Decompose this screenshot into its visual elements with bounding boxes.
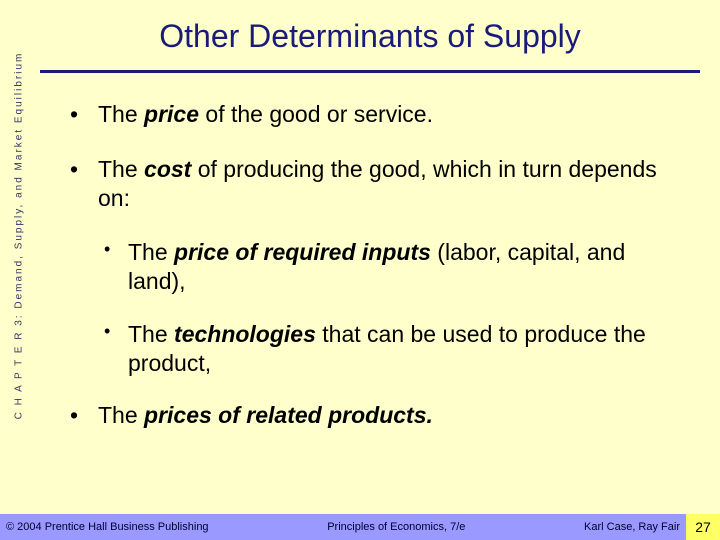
slide-content: The price of the good or service. The co… [70, 100, 680, 456]
footer-copyright: © 2004 Prentice Hall Business Publishing [0, 521, 209, 533]
bullet-cost: The cost of producing the good, which in… [70, 155, 680, 213]
title-rule [40, 70, 700, 73]
text-prefix: The [98, 402, 144, 428]
page-number: 27 [686, 514, 720, 540]
text-prefix: The [128, 321, 174, 347]
chapter-label: C H A P T E R 3: Demand, Supply, and Mar… [14, 51, 25, 419]
bullet-related-products: The prices of related products. [70, 401, 680, 430]
text-prefix: The [98, 156, 144, 182]
text-bold: price [144, 101, 199, 127]
footer-book-title: Principles of Economics, 7/e [209, 521, 584, 533]
text-bold: prices of related products. [144, 402, 433, 428]
sub-bullet-inputs: The price of required inputs (labor, cap… [104, 238, 680, 296]
text-bold: technologies [174, 321, 316, 347]
text-bold: cost [144, 156, 191, 182]
footer: © 2004 Prentice Hall Business Publishing… [0, 514, 720, 540]
sub-bullet-technologies: The technologies that can be used to pro… [104, 320, 680, 378]
text-suffix: of the good or service. [199, 101, 433, 127]
bullet-price: The price of the good or service. [70, 100, 680, 129]
text-prefix: The [128, 239, 174, 265]
text-bold: price of required inputs [174, 239, 431, 265]
chapter-sidebar: C H A P T E R 3: Demand, Supply, and Mar… [4, 0, 34, 470]
slide-title: Other Determinants of Supply [40, 18, 700, 55]
text-prefix: The [98, 101, 144, 127]
